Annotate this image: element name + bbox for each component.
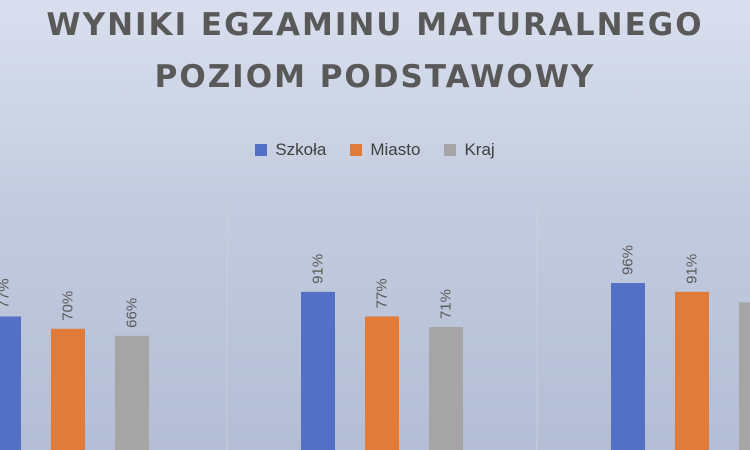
- data-label-szkoła-group-3: 96%: [620, 245, 637, 275]
- data-label-szkoła-group-1: 77%: [0, 278, 13, 308]
- legend-label-szkola: Szkoła: [275, 140, 327, 159]
- chart-title-line-2: POZIOM PODSTAWOWY: [154, 59, 596, 95]
- legend-label-kraj: Kraj: [464, 140, 495, 159]
- bar-szkoła-group-2: [301, 291, 335, 450]
- data-label-miasto-group-2: 77%: [374, 278, 391, 308]
- data-label-miasto-group-1: 70%: [60, 291, 77, 321]
- legend-swatch-kraj: [444, 144, 457, 156]
- data-label-szkoła-group-2: 91%: [310, 254, 327, 284]
- legend-item-kraj: Kraj: [444, 140, 495, 160]
- bar-miasto-group-3: [675, 291, 709, 450]
- chart-title-line-1: WYNIKI EGZAMINU MATURALNEGO: [46, 7, 704, 43]
- bar-miasto-group-2: [365, 316, 399, 450]
- legend-item-szkola: Szkoła: [255, 140, 326, 160]
- data-label-kraj-group-2: 71%: [438, 289, 455, 319]
- bar-miasto-group-1: [51, 328, 85, 450]
- bar-kraj-group-1: [115, 335, 149, 450]
- bar-szkoła-group-1: [0, 316, 21, 450]
- bar-kraj-group-2: [429, 327, 463, 450]
- legend-item-miasto: Miasto: [350, 140, 420, 160]
- data-label-kraj-group-1: 66%: [124, 298, 141, 328]
- chart-legend: Szkoła Miasto Kraj: [0, 140, 750, 160]
- legend-swatch-miasto: [350, 144, 363, 156]
- bar-kraj-group-3: [739, 302, 750, 450]
- legend-label-miasto: Miasto: [370, 140, 421, 159]
- data-label-miasto-group-3: 91%: [684, 254, 701, 284]
- legend-swatch-szkola: [255, 144, 268, 156]
- bar-szkoła-group-3: [611, 283, 645, 450]
